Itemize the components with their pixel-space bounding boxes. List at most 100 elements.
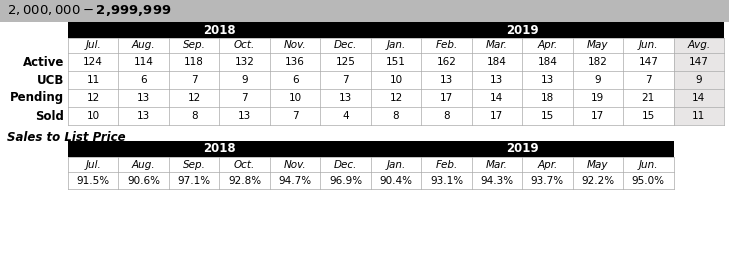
Bar bbox=[674, 53, 724, 71]
Text: 132: 132 bbox=[235, 57, 254, 67]
Text: 118: 118 bbox=[184, 57, 204, 67]
Text: 10: 10 bbox=[389, 75, 402, 85]
Text: Feb.: Feb. bbox=[435, 160, 458, 169]
Text: Dec.: Dec. bbox=[334, 40, 357, 50]
Text: 94.3%: 94.3% bbox=[480, 176, 513, 186]
Bar bbox=[68, 53, 724, 71]
Text: 95.0%: 95.0% bbox=[632, 176, 665, 186]
Text: 114: 114 bbox=[133, 57, 154, 67]
Text: 9: 9 bbox=[595, 75, 601, 85]
Bar bbox=[674, 38, 724, 53]
Text: 6: 6 bbox=[292, 75, 298, 85]
Text: UCB: UCB bbox=[36, 73, 64, 86]
Text: Jul.: Jul. bbox=[85, 160, 101, 169]
Text: 124: 124 bbox=[83, 57, 104, 67]
Text: 7: 7 bbox=[191, 75, 198, 85]
Text: 10: 10 bbox=[289, 93, 302, 103]
Text: Jun.: Jun. bbox=[639, 160, 658, 169]
Text: 97.1%: 97.1% bbox=[178, 176, 211, 186]
Text: 8: 8 bbox=[393, 111, 399, 121]
Bar bbox=[674, 71, 724, 89]
Text: 21: 21 bbox=[642, 93, 655, 103]
Text: 7: 7 bbox=[645, 75, 652, 85]
Text: 136: 136 bbox=[285, 57, 305, 67]
Text: 15: 15 bbox=[642, 111, 655, 121]
Text: 13: 13 bbox=[137, 111, 150, 121]
Text: 92.2%: 92.2% bbox=[581, 176, 615, 186]
Text: 151: 151 bbox=[386, 57, 406, 67]
Text: 90.4%: 90.4% bbox=[380, 176, 413, 186]
Text: 17: 17 bbox=[440, 93, 453, 103]
Text: Apr.: Apr. bbox=[537, 40, 558, 50]
Text: Oct.: Oct. bbox=[234, 160, 255, 169]
Text: Sold: Sold bbox=[35, 109, 64, 122]
Text: 2019: 2019 bbox=[506, 24, 539, 37]
Text: 9: 9 bbox=[241, 75, 248, 85]
Text: 12: 12 bbox=[87, 93, 100, 103]
Text: 14: 14 bbox=[692, 93, 706, 103]
Text: Sales to List Price: Sales to List Price bbox=[7, 131, 125, 144]
Text: 147: 147 bbox=[689, 57, 709, 67]
Text: 13: 13 bbox=[491, 75, 504, 85]
Text: 14: 14 bbox=[491, 93, 504, 103]
Text: 4: 4 bbox=[342, 111, 349, 121]
Text: Sep.: Sep. bbox=[183, 40, 206, 50]
Text: 147: 147 bbox=[639, 57, 658, 67]
Text: Jul.: Jul. bbox=[85, 40, 101, 50]
Text: 125: 125 bbox=[335, 57, 356, 67]
Text: Dec.: Dec. bbox=[334, 160, 357, 169]
Text: 12: 12 bbox=[389, 93, 402, 103]
Text: Pending: Pending bbox=[10, 92, 64, 105]
Text: Nov.: Nov. bbox=[284, 160, 306, 169]
Text: 162: 162 bbox=[437, 57, 456, 67]
Text: 184: 184 bbox=[537, 57, 558, 67]
Bar bbox=[68, 107, 724, 125]
Text: 13: 13 bbox=[238, 111, 252, 121]
Text: 92.8%: 92.8% bbox=[228, 176, 261, 186]
Text: 18: 18 bbox=[541, 93, 554, 103]
Text: 93.7%: 93.7% bbox=[531, 176, 564, 186]
Text: 13: 13 bbox=[137, 93, 150, 103]
Text: 90.6%: 90.6% bbox=[127, 176, 160, 186]
Text: 8: 8 bbox=[191, 111, 198, 121]
Text: 15: 15 bbox=[541, 111, 554, 121]
Text: 12: 12 bbox=[187, 93, 200, 103]
Text: Mar.: Mar. bbox=[486, 40, 508, 50]
Text: 7: 7 bbox=[342, 75, 349, 85]
Text: Aug.: Aug. bbox=[132, 160, 155, 169]
Text: 2018: 2018 bbox=[203, 24, 235, 37]
Bar bbox=[674, 89, 724, 107]
Text: Jan.: Jan. bbox=[386, 160, 405, 169]
Bar bbox=[674, 107, 724, 125]
Bar bbox=[68, 89, 724, 107]
Text: Oct.: Oct. bbox=[234, 40, 255, 50]
Text: 7: 7 bbox=[292, 111, 298, 121]
Text: 13: 13 bbox=[440, 75, 453, 85]
Text: 17: 17 bbox=[591, 111, 604, 121]
Bar bbox=[68, 141, 674, 157]
Text: 10: 10 bbox=[87, 111, 100, 121]
Text: 8: 8 bbox=[443, 111, 450, 121]
Text: Jun.: Jun. bbox=[639, 40, 658, 50]
Text: 182: 182 bbox=[588, 57, 608, 67]
Text: 93.1%: 93.1% bbox=[430, 176, 463, 186]
Text: May: May bbox=[587, 40, 609, 50]
Text: 184: 184 bbox=[487, 57, 507, 67]
Text: 2019: 2019 bbox=[506, 143, 539, 156]
Text: 17: 17 bbox=[491, 111, 504, 121]
Text: Jan.: Jan. bbox=[386, 40, 405, 50]
Text: 94.7%: 94.7% bbox=[278, 176, 311, 186]
Text: Apr.: Apr. bbox=[537, 160, 558, 169]
Text: 96.9%: 96.9% bbox=[329, 176, 362, 186]
Bar bbox=[68, 172, 674, 189]
Text: 11: 11 bbox=[87, 75, 100, 85]
Text: Feb.: Feb. bbox=[435, 40, 458, 50]
Text: 2018: 2018 bbox=[203, 143, 235, 156]
Text: Aug.: Aug. bbox=[132, 40, 155, 50]
Text: 13: 13 bbox=[541, 75, 554, 85]
Text: Avg.: Avg. bbox=[687, 40, 710, 50]
Bar bbox=[68, 71, 724, 89]
Text: 91.5%: 91.5% bbox=[77, 176, 110, 186]
Text: $2,000,000 - $2,999,999: $2,000,000 - $2,999,999 bbox=[7, 4, 171, 18]
Text: 11: 11 bbox=[692, 111, 706, 121]
